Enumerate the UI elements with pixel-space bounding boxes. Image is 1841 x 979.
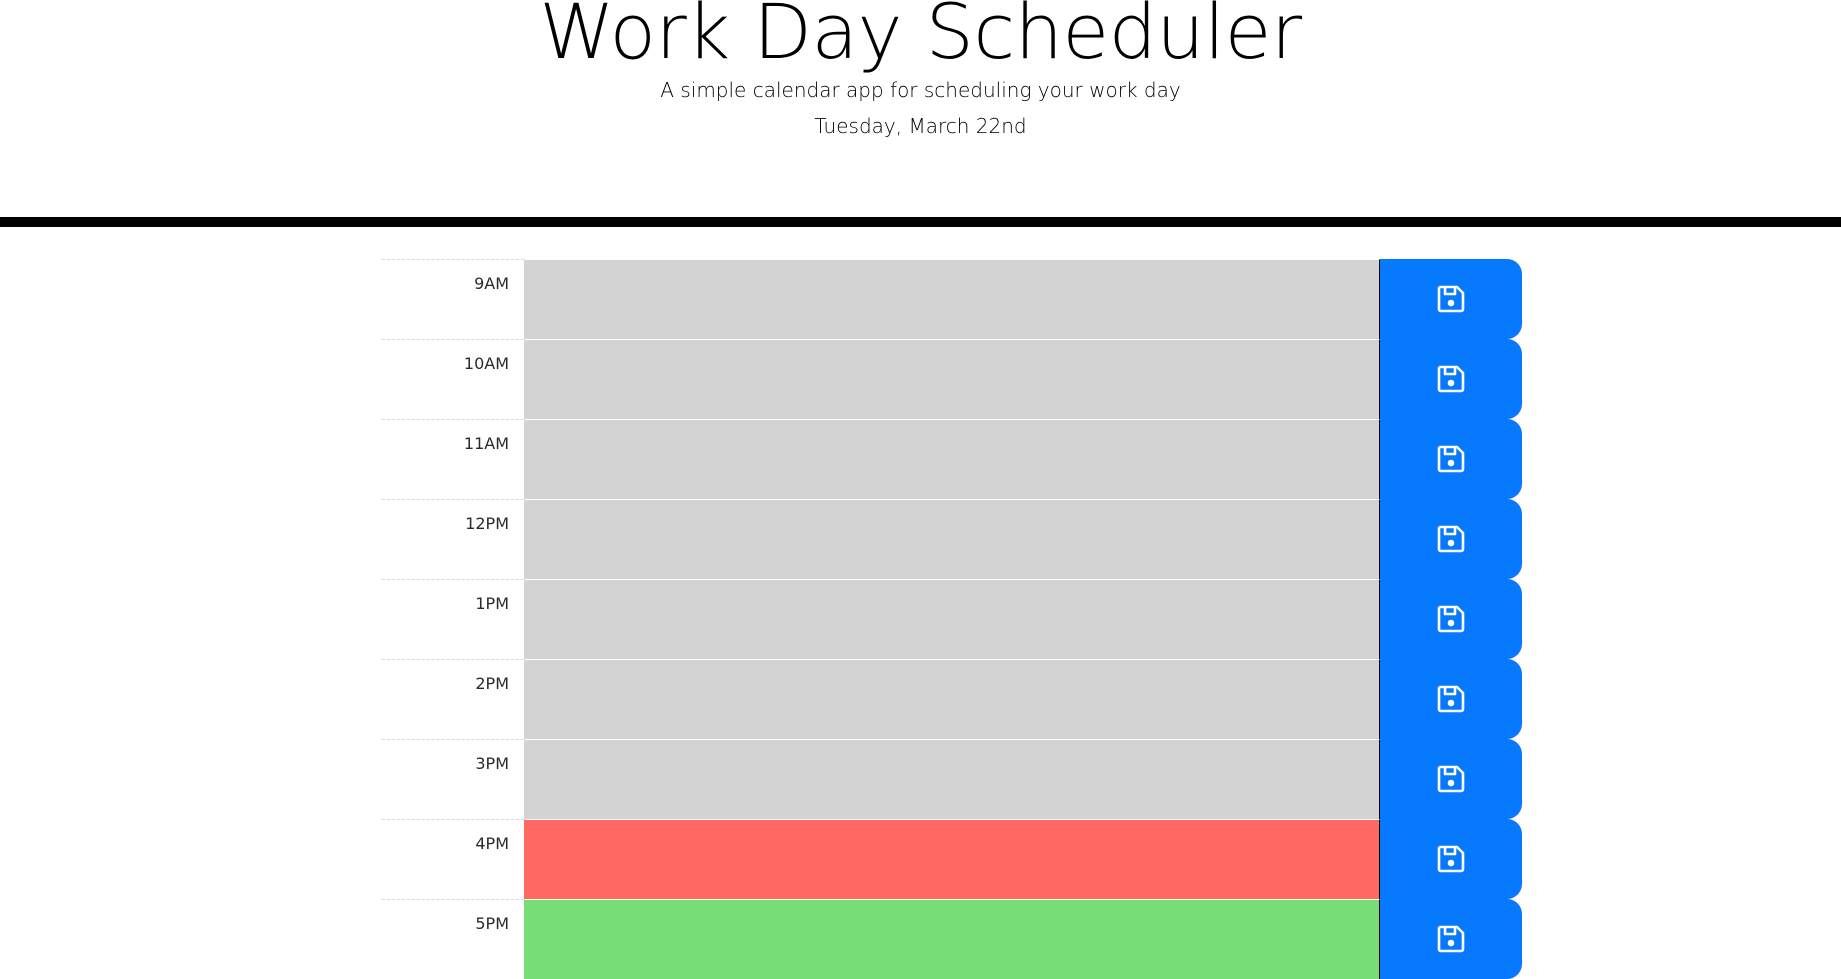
time-block-row: 3PM (382, 739, 1522, 819)
time-block-row: 5PM (382, 899, 1522, 979)
save-icon (1436, 524, 1466, 554)
save-button[interactable] (1380, 579, 1522, 659)
save-button[interactable] (1380, 259, 1522, 339)
event-description-input[interactable] (524, 339, 1380, 419)
save-icon (1436, 924, 1466, 954)
event-description-input[interactable] (524, 739, 1380, 819)
save-icon (1436, 844, 1466, 874)
hour-label: 9AM (382, 259, 524, 339)
time-block-row: 11AM (382, 419, 1522, 499)
save-icon (1436, 684, 1466, 714)
hour-label: 5PM (382, 899, 524, 979)
event-description-input[interactable] (524, 259, 1380, 339)
save-button[interactable] (1380, 419, 1522, 499)
page-title: Work Day Scheduler (539, 0, 1302, 76)
save-button[interactable] (1380, 739, 1522, 819)
time-block-row: 1PM (382, 579, 1522, 659)
hour-label: 10AM (382, 339, 524, 419)
save-icon (1436, 604, 1466, 634)
event-description-input[interactable] (524, 499, 1380, 579)
save-button[interactable] (1380, 819, 1522, 899)
time-block-row: 9AM (382, 259, 1522, 339)
hour-label: 4PM (382, 819, 524, 899)
hour-label: 2PM (382, 659, 524, 739)
event-description-input[interactable] (524, 819, 1380, 899)
save-icon (1436, 764, 1466, 794)
time-block-row: 2PM (382, 659, 1522, 739)
event-description-input[interactable] (524, 579, 1380, 659)
event-description-input[interactable] (524, 659, 1380, 739)
save-icon (1436, 364, 1466, 394)
time-block-row: 12PM (382, 499, 1522, 579)
hour-label: 12PM (382, 499, 524, 579)
current-day: Tuesday, March 22nd (814, 114, 1027, 138)
time-block-row: 4PM (382, 819, 1522, 899)
save-icon (1436, 444, 1466, 474)
save-button[interactable] (1380, 659, 1522, 739)
save-button[interactable] (1380, 899, 1522, 979)
event-description-input[interactable] (524, 899, 1380, 979)
save-button[interactable] (1380, 339, 1522, 419)
hour-label: 3PM (382, 739, 524, 819)
save-button[interactable] (1380, 499, 1522, 579)
hour-label: 1PM (382, 579, 524, 659)
page-header: Work Day Scheduler A simple calendar app… (0, 0, 1841, 227)
event-description-input[interactable] (524, 419, 1380, 499)
hour-label: 11AM (382, 419, 524, 499)
time-block-row: 10AM (382, 339, 1522, 419)
time-block-container: 9AM 10AM 11AM 12PM 1PM 2PM 3PM 4PM 5PM (382, 259, 1522, 979)
save-icon (1436, 284, 1466, 314)
page-subtitle: A simple calendar app for scheduling you… (660, 78, 1181, 102)
